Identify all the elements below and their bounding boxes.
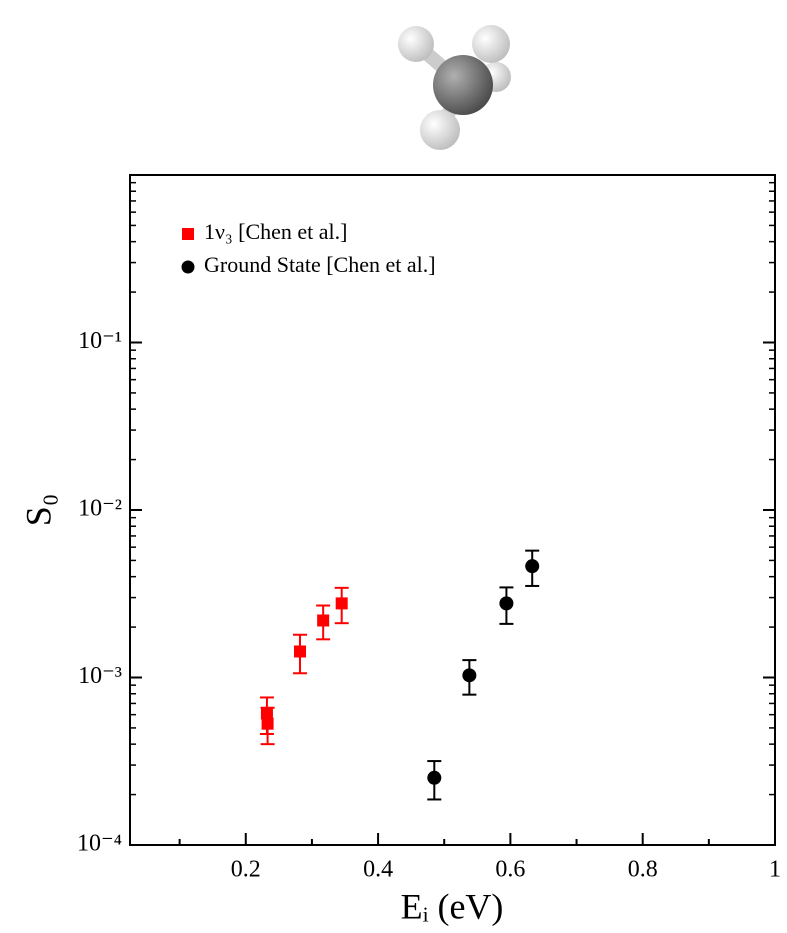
x-axis-label: Eᵢ (eV)	[401, 886, 504, 926]
y-tick-label: 10⁻²	[78, 496, 122, 522]
y-axis-label: S₀	[18, 494, 58, 527]
molecule-illustration	[398, 25, 511, 150]
point	[427, 771, 441, 785]
y-tick-label: 10⁻¹	[78, 328, 122, 354]
point	[499, 596, 513, 610]
legend-marker	[182, 261, 195, 274]
legend-label: Ground State [Chen et al.]	[204, 252, 436, 277]
hydrogen-atom	[398, 26, 434, 62]
legend-marker	[182, 228, 194, 240]
chart: Eᵢ (eV) S₀ 0.2 0.4 0.6 0.8 1 10⁻⁴ 10⁻³ 10⁻² 10⁻¹…	[0, 0, 787, 933]
hydrogen-atom	[472, 25, 510, 63]
point	[294, 645, 306, 657]
x-tick-label: 0.6	[495, 857, 525, 883]
point	[336, 597, 348, 609]
point	[262, 718, 274, 730]
x-tick-label: 0.8	[628, 857, 658, 883]
legend-label: 1ν₃ [Chen et al.]	[204, 219, 347, 244]
hydrogen-atom	[420, 110, 460, 150]
point	[525, 559, 539, 573]
y-tick-label: 10⁻³	[78, 663, 122, 689]
x-tick-label: 0.2	[231, 857, 261, 883]
x-tick-label: 1	[769, 857, 781, 883]
y-tick-label: 10⁻⁴	[77, 831, 122, 857]
x-tick-label: 0.4	[363, 857, 393, 883]
point	[317, 614, 329, 626]
point	[462, 668, 476, 682]
carbon-atom	[433, 55, 493, 115]
